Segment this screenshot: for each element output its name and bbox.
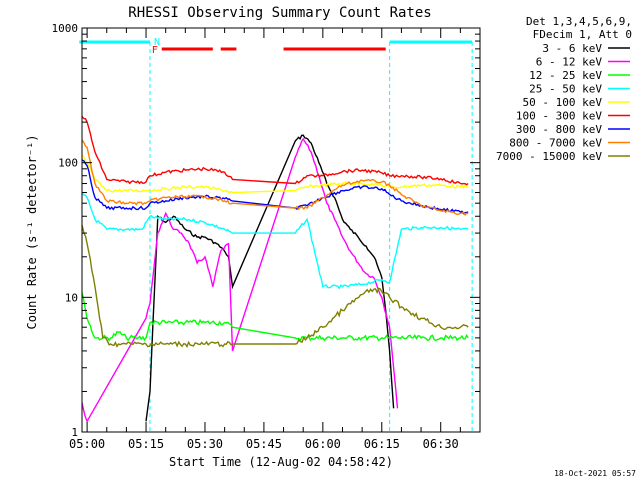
legend-header-line-2: FDecim 1, Att 0 — [533, 28, 632, 41]
plot-frame — [81, 27, 481, 433]
x-tick-label-0600: 06:00 — [305, 437, 341, 451]
y-tick-label-100: 100 — [58, 157, 78, 170]
legend-label-7000-15000-kev: 7000 - 15000 keV — [496, 150, 602, 163]
series-line-300-800-kev — [82, 158, 469, 215]
legend-label-800-7000-kev: 800 - 7000 keV — [509, 137, 602, 150]
plot-area: FN — [79, 37, 473, 432]
series-line-12-25-kev — [82, 290, 469, 342]
chart-title: RHESSI Observing Summary Count Rates — [128, 5, 431, 21]
night-flag-label: N — [154, 37, 160, 48]
series-line-800-7000-kev — [82, 138, 469, 217]
legend-label-25-50-kev: 25 - 50 keV — [529, 83, 602, 96]
x-axis-label: Start Time (12-Aug-02 04:58:42) — [169, 455, 393, 469]
y-tick-label-1: 1 — [71, 426, 78, 439]
series-line-25-50-kev — [82, 192, 469, 290]
x-tick-label-0530: 05:30 — [187, 437, 223, 451]
x-tick-label-0545: 05:45 — [246, 437, 282, 451]
series-group — [82, 42, 473, 432]
legend-label-6-12-kev: 6 - 12 keV — [536, 56, 603, 69]
y-axis-label: Count Rate (s⁻¹ detector⁻¹) — [25, 134, 39, 329]
x-tick-label-0615: 06:15 — [364, 437, 400, 451]
y-tick-label-10: 10 — [65, 291, 78, 304]
series-line-100-300-kev — [82, 114, 469, 186]
legend-label-100-300-kev: 100 - 300 keV — [516, 110, 602, 123]
series-line-7000-15000-kev — [82, 222, 469, 349]
series-line-3-6-kev — [145, 134, 395, 422]
legend-header-line-1: Det 1,3,4,5,6,9, — [526, 15, 632, 28]
x-tick-label-0500: 05:00 — [69, 437, 105, 451]
flare-flag-label: F — [152, 45, 158, 56]
series-line-6-12-kev — [82, 137, 399, 423]
x-tick-label-0630: 06:30 — [423, 437, 459, 451]
x-tick-label-0515: 05:15 — [128, 437, 164, 451]
legend-label-3-6-kev: 3 - 6 keV — [542, 42, 602, 55]
axes: 1 10 100 1000 05:00 05:15 05:30 05:45 06:00 06:15… — [52, 22, 481, 451]
legend-label-50-100-kev: 50 - 100 keV — [523, 96, 603, 109]
legend-label-300-800-kev: 300 - 800 keV — [516, 123, 602, 136]
legend-label-12-25-kev: 12 - 25 keV — [529, 69, 602, 82]
footer-date: 18-Oct-2021 05:57 — [554, 469, 636, 478]
y-tick-label-1000: 1000 — [52, 22, 79, 35]
series-line-50-100-kev — [82, 153, 469, 194]
